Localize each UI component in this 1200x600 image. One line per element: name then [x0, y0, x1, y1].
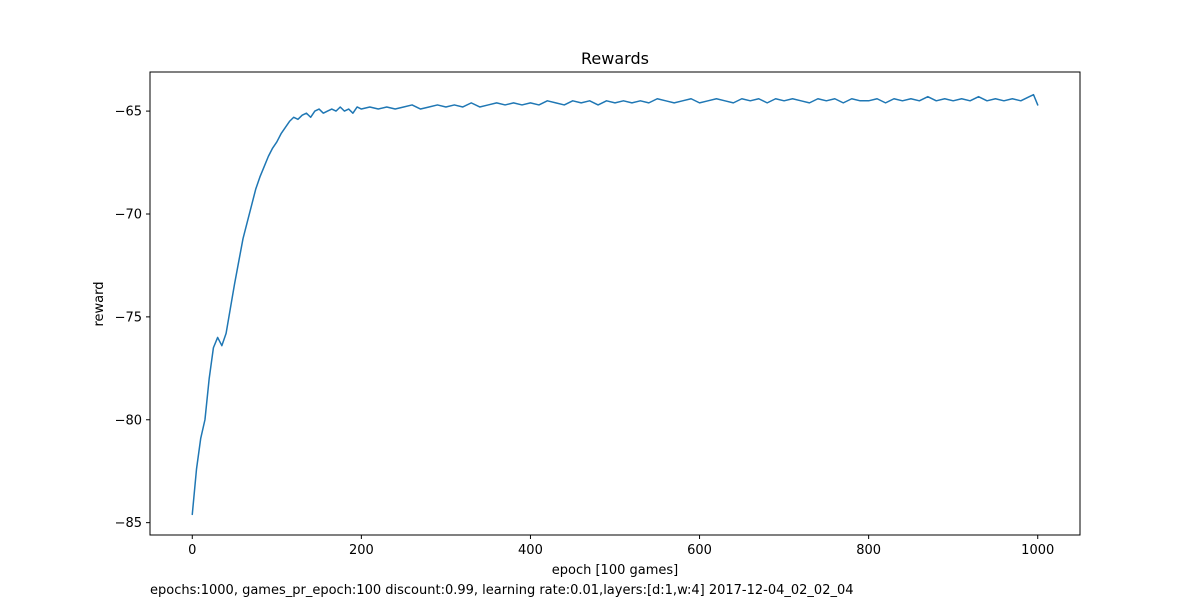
axes-frame	[149, 71, 1081, 536]
run-parameters-footnote: epochs:1000, games_pr_epoch:100 discount…	[150, 583, 854, 598]
x-tick-label: 800	[856, 543, 881, 558]
x-tick-label: 0	[188, 543, 196, 558]
y-tick-label: −85	[115, 516, 142, 531]
y-tick-label: −65	[115, 105, 142, 120]
x-axis-label: epoch [100 games]	[552, 563, 678, 578]
x-tick-label: 1000	[1021, 543, 1054, 558]
reward-series-line	[191, 93, 1039, 516]
y-tick-label: −80	[115, 413, 142, 428]
x-tick-label: 400	[518, 543, 543, 558]
y-tick-label: −75	[115, 310, 142, 325]
x-tick-label: 600	[687, 543, 712, 558]
plot-area: 0 200 400 600 800 1000 −85 −80 −75 −70 −65	[115, 71, 1081, 558]
x-tick-label: 200	[349, 543, 374, 558]
y-axis-label: reward	[92, 281, 107, 326]
chart-title: Rewards	[581, 49, 649, 68]
y-tick-label: −70	[115, 207, 142, 222]
